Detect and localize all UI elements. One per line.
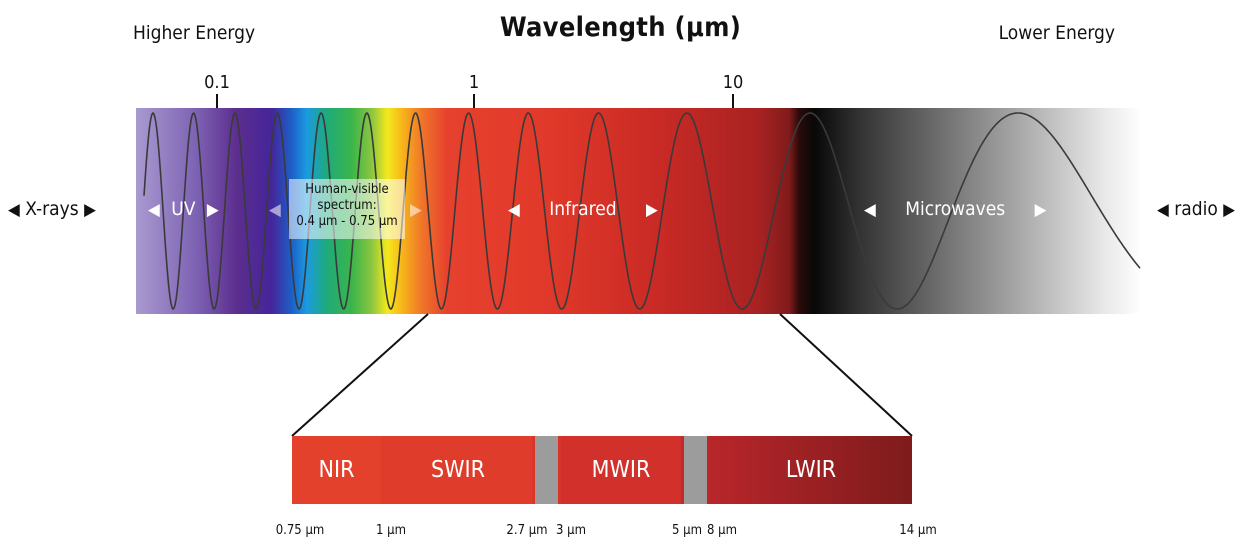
visible-line-2: spectrum:: [317, 198, 377, 213]
nir-block: NIR: [292, 436, 381, 504]
uv-band-label: ◀ UV ▶: [148, 198, 219, 220]
ir-gap-1: [535, 436, 558, 504]
nir-label: NIR: [318, 457, 355, 483]
page-title: Wavelength (µm): [499, 12, 742, 43]
microwaves-band-label: ◀ Microwaves ▶: [864, 198, 1047, 220]
right-arrow-icon: ▶: [1223, 200, 1235, 220]
right-arrow-icon: ▶: [1034, 200, 1047, 220]
xrays-label: ◀ X-rays ▶: [8, 198, 96, 220]
right-arrow-icon: ▶: [84, 200, 96, 220]
left-arrow-icon: ◀: [8, 200, 20, 220]
right-arrow-icon: ▶: [646, 200, 658, 220]
left-arrow-icon: ◀: [1157, 200, 1169, 220]
tick-label-10: 10: [722, 72, 744, 93]
mwir-label: MWIR: [591, 457, 651, 483]
mwir-block: MWIR: [561, 436, 681, 504]
ir-tick-label: 0.75 µm: [275, 523, 325, 538]
visible-spectrum-box: Human-visible spectrum: 0.4 µm - 0.75 µm: [289, 179, 405, 239]
ir-tick-label: 3 µm: [556, 523, 586, 538]
ir-tick-label: 5 µm: [672, 523, 702, 538]
tick-label-1: 1: [468, 72, 480, 93]
swir-block: SWIR: [384, 436, 532, 504]
ir-tick-label: 2.7 µm: [506, 523, 548, 538]
ir-gap-2: [684, 436, 707, 504]
visible-line-1: Human-visible: [305, 182, 389, 197]
left-arrow-icon: ◀: [508, 200, 520, 220]
infrared-band-label: ◀ Infrared ▶: [508, 198, 658, 220]
lwir-label: LWIR: [785, 457, 837, 483]
ir-tick-label: 8 µm: [707, 523, 737, 538]
left-arrow-icon: ◀: [148, 200, 160, 220]
visible-line-3: 0.4 µm - 0.75 µm: [296, 214, 398, 229]
ir-tick-label: 14 µm: [899, 523, 937, 538]
right-arrow-icon: ▶: [206, 200, 219, 220]
ir-tick-label: 1 µm: [376, 523, 406, 538]
higher-energy-label: Higher Energy: [133, 22, 256, 44]
lwir-block: LWIR: [710, 436, 912, 504]
zoom-line-right: [779, 313, 913, 437]
radio-label: ◀ radio ▶: [1157, 198, 1235, 220]
tick-label-0-1: 0.1: [204, 72, 230, 93]
visible-left-arrow-icon: ◀: [269, 200, 281, 220]
left-arrow-icon: ◀: [864, 200, 876, 220]
swir-label: SWIR: [430, 457, 486, 483]
lower-energy-label: Lower Energy: [998, 22, 1115, 44]
zoom-line-left: [291, 313, 429, 437]
visible-right-arrow-icon: ▶: [410, 200, 422, 220]
